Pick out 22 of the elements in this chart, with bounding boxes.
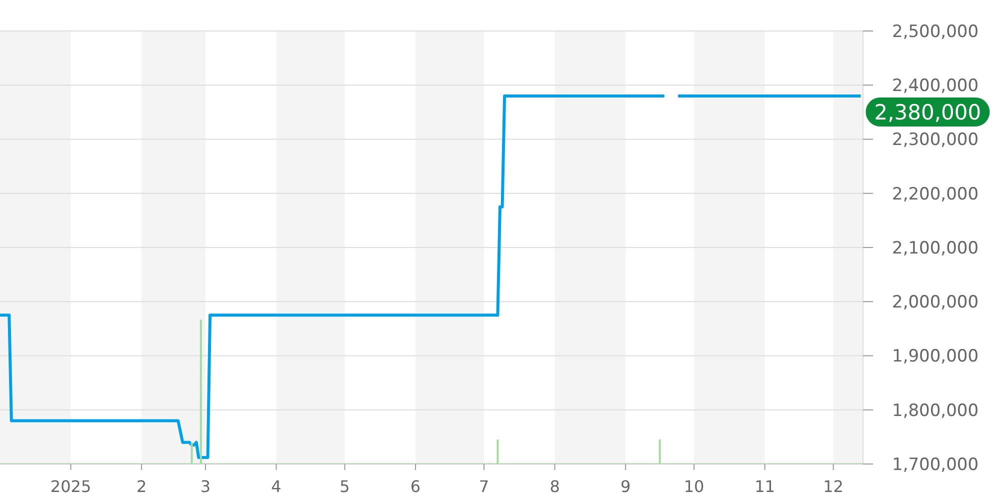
x-tick-label: 2025 (50, 477, 92, 496)
x-tick-label: 4 (271, 477, 282, 496)
x-tick-label: 9 (620, 477, 631, 496)
x-tick-label: 7 (478, 477, 490, 496)
x-tick-label: 11 (754, 477, 776, 496)
x-tick-label: 5 (340, 477, 350, 496)
y-tick-label: 1,700,000 (892, 454, 979, 475)
x-tick-label: 6 (410, 477, 421, 496)
y-tick-label: 2,100,000 (892, 238, 979, 258)
x-tick-label: 2 (136, 477, 147, 496)
annotation: 2,380,000 (874, 100, 982, 125)
y-tick-label: 2,400,000 (892, 76, 979, 96)
y-tick-label: 2,200,000 (892, 184, 979, 204)
x-tick-label: 10 (684, 477, 704, 496)
y-tick-label: 1,800,000 (892, 400, 979, 421)
y-tick-label: 2,300,000 (892, 130, 979, 150)
y-tick-label: 1,900,000 (892, 346, 979, 367)
y-tick-label: 2,500,000 (892, 22, 979, 42)
x-tick-label: 12 (823, 477, 844, 496)
y-tick-label: 2,000,000 (892, 292, 979, 313)
x-tick-label: 3 (200, 477, 211, 496)
x-tick-label: 8 (550, 477, 560, 496)
